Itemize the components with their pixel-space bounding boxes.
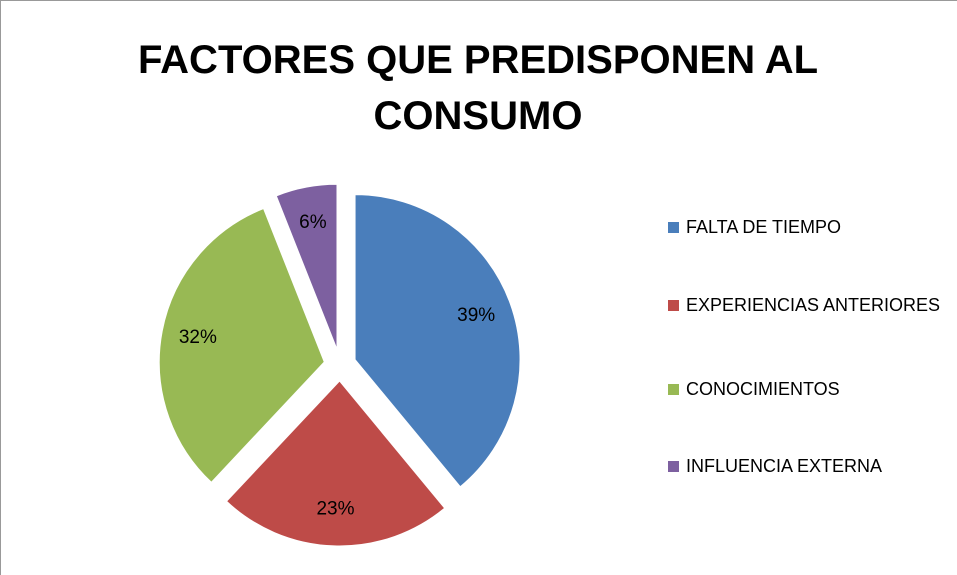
pie-slice xyxy=(158,207,325,483)
legend-swatch xyxy=(668,461,679,472)
chart-title: FACTORES QUE PREDISPONEN AL CONSUMO xyxy=(137,38,819,138)
legend-item: FALTA DE TIEMPO xyxy=(668,212,946,242)
data-label: 39% xyxy=(457,305,495,326)
data-label: 23% xyxy=(316,499,354,520)
pie-slice xyxy=(275,183,338,350)
data-label: 32% xyxy=(179,327,217,348)
legend-swatch xyxy=(668,300,679,311)
data-label: 6% xyxy=(299,212,327,233)
pie-slice xyxy=(354,194,521,488)
legend-item: INFLUENCIA EXTERNA xyxy=(668,451,946,481)
legend-label: EXPERIENCIAS ANTERIORES xyxy=(686,295,941,315)
legend-item: EXPERIENCIAS ANTERIORES xyxy=(668,290,946,320)
legend-label: CONOCIMIENTOS xyxy=(686,379,840,399)
pie-slice xyxy=(225,380,446,547)
legend-label: INFLUENCIA EXTERNA xyxy=(686,456,883,476)
legend-label: FALTA DE TIEMPO xyxy=(686,217,842,237)
legend-item: CONOCIMIENTOS xyxy=(668,374,946,404)
legend-swatch xyxy=(668,222,679,233)
legend-swatch xyxy=(668,384,679,395)
